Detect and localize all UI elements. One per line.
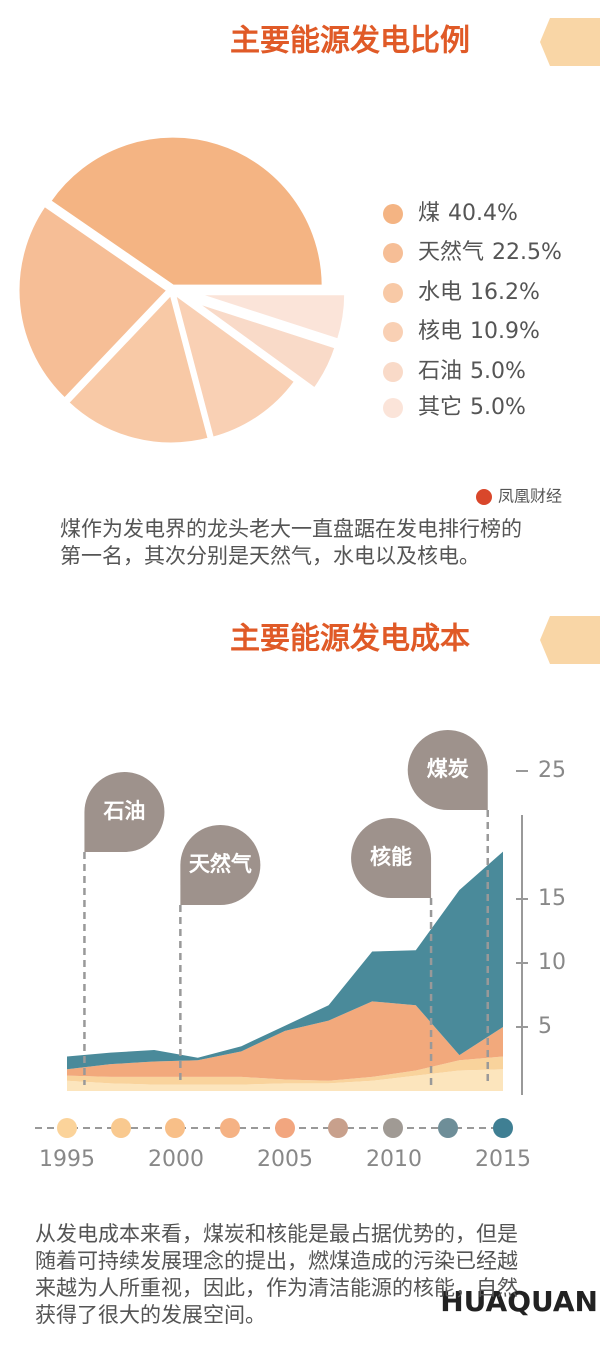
legend-value: 16.2% <box>470 280 540 305</box>
legend-value: 22.5% <box>492 240 562 265</box>
paragraph-line: 获得了很大的发展空间。 <box>35 1303 266 1327</box>
x-tick-label: 2000 <box>148 1147 204 1172</box>
chart-title: 主要能源发电比例 <box>230 24 470 59</box>
paragraph-line: 煤作为发电界的龙头老大一直盘踞在发电排行榜的 <box>60 517 522 541</box>
legend-category: 核电 <box>418 319 462 344</box>
annotation-label: 煤炭 <box>427 757 469 781</box>
legend-category: 煤 <box>418 201 440 226</box>
annotation-bubble <box>407 730 488 810</box>
timeline-dots <box>57 1118 513 1138</box>
paragraph-line: 来越为人所重视，因此，作为清洁能源的核能，自然 <box>35 1276 518 1300</box>
pie-slice <box>65 290 212 446</box>
legend-category: 其它 <box>418 395 462 420</box>
annotation-bubble <box>180 825 261 905</box>
legend-swatch <box>383 204 403 224</box>
dot <box>275 1118 295 1138</box>
annotation-bubble <box>351 818 432 898</box>
chart-title: 主要能源发电成本 <box>230 622 470 657</box>
logo: HUAQUAN <box>440 1285 598 1318</box>
legend-label: 煤 40.4% <box>418 201 518 226</box>
annotation-label: 天然气 <box>189 852 252 876</box>
legend-category: 天然气 <box>418 240 484 265</box>
legend-value: 10.9% <box>470 319 540 344</box>
y-tick-label: 25 <box>538 758 566 783</box>
legend-label: 其它 5.0% <box>418 395 526 420</box>
legend-value: 5.0% <box>470 359 526 384</box>
dot <box>438 1118 458 1138</box>
legend-label: 石油 5.0% <box>418 359 526 384</box>
dot <box>328 1118 348 1138</box>
x-tick-label: 1995 <box>39 1147 95 1172</box>
legend-value: 40.4% <box>448 201 518 226</box>
dot <box>493 1118 513 1138</box>
source: 凤凰财经 <box>498 487 562 506</box>
legend-swatch <box>383 322 403 342</box>
annotation-label: 石油 <box>102 799 145 823</box>
paragraph-line: 第一名，其次分别是天然气，水电以及核电。 <box>60 544 480 568</box>
dot <box>383 1118 403 1138</box>
dot <box>220 1118 240 1138</box>
pie-slice <box>195 292 348 342</box>
y-tick-label: 15 <box>538 886 566 911</box>
pie-slice <box>171 289 298 441</box>
legend-swatch <box>383 243 403 263</box>
dot <box>57 1118 77 1138</box>
area-layer <box>67 1069 503 1091</box>
legend-category: 石油 <box>418 359 462 384</box>
x-tick-label: 2010 <box>366 1147 422 1172</box>
annotation-label: 核能 <box>370 845 412 869</box>
legend-swatch <box>383 283 403 303</box>
pie-slice <box>16 203 171 402</box>
title-pennant <box>540 616 600 664</box>
paragraph-line: 随着可持续发展理念的提出，燃煤造成的污染已经越 <box>35 1249 518 1273</box>
title-pennant <box>540 18 600 66</box>
dot <box>111 1118 131 1138</box>
legend-label: 天然气 22.5% <box>418 240 562 265</box>
pie-slice <box>192 299 338 392</box>
legend-category: 水电 <box>418 280 462 305</box>
legend-label: 水电 16.2% <box>418 280 540 305</box>
y-tick-label: 10 <box>538 950 566 975</box>
legend-label: 核电 10.9% <box>418 319 540 344</box>
area-layer <box>67 851 503 1070</box>
legend-value: 5.0% <box>470 395 526 420</box>
pie-slice <box>47 134 325 288</box>
y-tick-label: 5 <box>538 1014 552 1039</box>
dot <box>165 1118 185 1138</box>
area-layer <box>67 1056 503 1085</box>
paragraph-line: 从发电成本来看，煤炭和核能是最占据优势的，但是 <box>35 1222 518 1246</box>
source-icon <box>476 489 492 505</box>
legend-swatch <box>383 398 403 418</box>
x-tick-label: 2005 <box>257 1147 313 1172</box>
legend-swatch <box>383 362 403 382</box>
x-tick-label: 2015 <box>475 1147 531 1172</box>
annotation-bubble <box>84 772 165 852</box>
